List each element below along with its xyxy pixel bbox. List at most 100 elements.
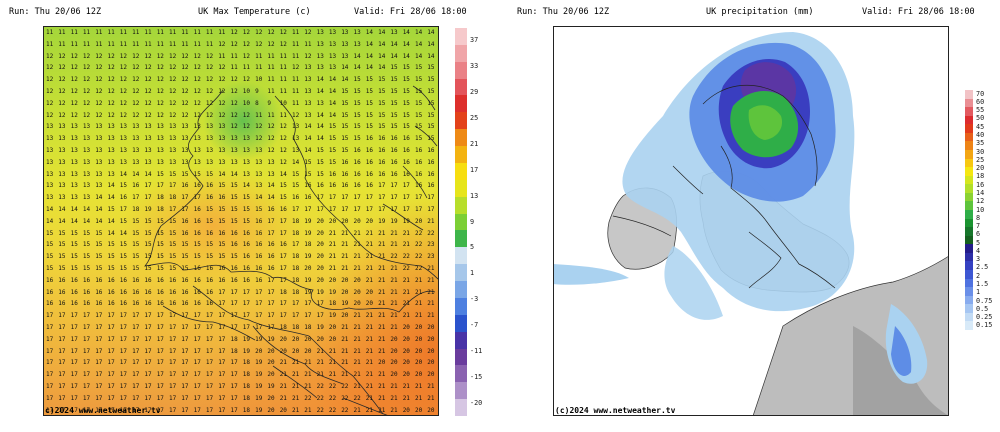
temperature-value: 15 bbox=[119, 253, 128, 261]
temperature-value: 18 bbox=[304, 241, 312, 249]
temperature-value: 12 bbox=[218, 99, 226, 107]
temperature-value: 17 bbox=[402, 182, 410, 190]
temperature-value: 13 bbox=[255, 158, 263, 166]
temperature-value: 20 bbox=[415, 217, 423, 225]
temperature-value: 12 bbox=[193, 64, 201, 72]
temperature-value: 16 bbox=[58, 300, 66, 308]
temperature-value: 20 bbox=[328, 276, 337, 284]
temperature-value: 14 bbox=[46, 217, 54, 225]
temperature-value: 17 bbox=[156, 312, 164, 320]
temperature-value: 16 bbox=[132, 288, 140, 296]
temperature-value: 13 bbox=[95, 170, 103, 178]
temperature-value: 17 bbox=[156, 371, 164, 379]
temperature-value: 21 bbox=[390, 241, 398, 249]
temperature-value: 14 bbox=[390, 40, 398, 48]
temperature-value: 17 bbox=[107, 383, 115, 390]
temperature-value: 11 bbox=[218, 29, 226, 36]
temperature-value: 20 bbox=[365, 288, 374, 296]
temperature-value: 11 bbox=[70, 29, 78, 36]
temperature-value: 13 bbox=[132, 147, 140, 154]
colorbar-segment bbox=[455, 95, 467, 113]
temperature-value: 13 bbox=[70, 123, 78, 131]
temperature-value: 17 bbox=[316, 194, 324, 202]
temperature-value: 13 bbox=[218, 147, 226, 154]
temperature-value: 20 bbox=[402, 347, 410, 355]
temperature-value: 16 bbox=[46, 300, 54, 308]
temperature-value: 12 bbox=[70, 52, 78, 60]
colorbar-label: 37 bbox=[470, 36, 479, 45]
temperature-value: 15 bbox=[402, 123, 410, 131]
temperature-value: 16 bbox=[218, 194, 226, 202]
temperature-value: 17 bbox=[218, 406, 226, 414]
temperature-value: 14 bbox=[46, 206, 54, 213]
temperature-value: 16 bbox=[193, 229, 201, 237]
temperature-value: 15 bbox=[341, 111, 349, 119]
temperature-value: 15 bbox=[156, 229, 164, 237]
temperature-value: 17 bbox=[58, 359, 66, 367]
colorbar-segment bbox=[965, 287, 973, 297]
temperature-value: 17 bbox=[218, 335, 226, 343]
temperature-value: 21 bbox=[427, 288, 435, 296]
temperature-value: 15 bbox=[107, 206, 115, 213]
temperature-value: 16 bbox=[156, 276, 164, 284]
temperature-value: 17 bbox=[46, 394, 54, 402]
temperature-value: 13 bbox=[82, 135, 91, 143]
temperature-value: 13 bbox=[218, 158, 226, 166]
temperature-value: 17 bbox=[181, 347, 189, 355]
temperature-value: 14 bbox=[365, 64, 374, 72]
temperature-value: 12 bbox=[205, 64, 214, 72]
temperature-value: 16 bbox=[181, 217, 189, 225]
temperature-value: 18 bbox=[328, 300, 337, 308]
temperature-value: 17 bbox=[107, 335, 115, 343]
temperature-value: 21 bbox=[341, 335, 349, 343]
temperature-value: 19 bbox=[242, 347, 251, 355]
temperature-value: 20 bbox=[304, 265, 312, 272]
temperature-value: 20 bbox=[316, 276, 324, 284]
temperature-value: 15 bbox=[341, 88, 349, 95]
temperature-value: 17 bbox=[156, 394, 164, 402]
temperature-value: 15 bbox=[415, 99, 423, 107]
colorbar-segment bbox=[455, 28, 467, 46]
temperature-value: 17 bbox=[95, 312, 103, 320]
temperature-value: 17 bbox=[267, 276, 275, 284]
temperature-value: 13 bbox=[119, 135, 128, 143]
temperature-value: 16 bbox=[144, 276, 152, 284]
temperature-value: 17 bbox=[292, 312, 300, 320]
temperature-value: 15 bbox=[402, 99, 410, 107]
temperature-value: 16 bbox=[132, 300, 140, 308]
temperature-value: 15 bbox=[427, 64, 435, 72]
temperature-value: 20 bbox=[316, 265, 324, 272]
right-map-title: UK precipitation (mm) bbox=[706, 7, 814, 17]
temperature-value: 21 bbox=[365, 406, 374, 414]
temperature-value: 15 bbox=[132, 229, 140, 237]
temperature-value: 21 bbox=[292, 394, 300, 402]
colorbar-segment bbox=[965, 312, 973, 322]
temperature-value: 13 bbox=[70, 158, 78, 166]
colorbar-segment bbox=[455, 348, 467, 366]
temperature-value: 21 bbox=[378, 229, 386, 237]
temperature-value: 15 bbox=[193, 253, 201, 261]
temperature-value: 15 bbox=[70, 265, 78, 272]
temperature-value: 18 bbox=[242, 383, 251, 390]
colorbar-label: 6 bbox=[976, 230, 981, 239]
temperature-value: 17 bbox=[230, 288, 238, 296]
temperature-value: 13 bbox=[156, 158, 164, 166]
temperature-value: 12 bbox=[279, 40, 287, 48]
temperature-value: 17 bbox=[169, 347, 177, 355]
temperature-value: 17 bbox=[95, 383, 103, 390]
temperature-value: 13 bbox=[341, 52, 349, 60]
temperature-value: 13 bbox=[70, 170, 78, 178]
temperature-value: 15 bbox=[402, 64, 410, 72]
temperature-value: 14 bbox=[353, 52, 361, 60]
temperature-value: 16 bbox=[328, 170, 337, 178]
precipitation-colorbar: 70 60 55 50 45 40 35 30 25 20 18 16 14 12 10 8 7 6 5 4 3 2.5 2… bbox=[965, 90, 992, 331]
temperature-value: 20 bbox=[365, 300, 374, 308]
colorbar-label: 60 bbox=[976, 97, 985, 106]
temperature-value: 12 bbox=[95, 99, 103, 107]
temperature-value: 16 bbox=[390, 158, 398, 166]
temperature-value: 19 bbox=[390, 217, 398, 225]
temperature-value: 16 bbox=[242, 241, 251, 249]
temperature-value: 15 bbox=[365, 99, 374, 107]
temperature-value: 21 bbox=[292, 359, 300, 367]
temperature-value: 15 bbox=[169, 229, 177, 237]
